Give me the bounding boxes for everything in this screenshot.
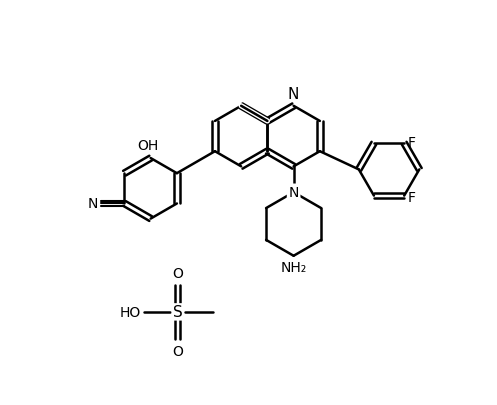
Text: HO: HO [120,305,141,319]
Text: F: F [408,136,415,150]
Text: N: N [87,197,97,211]
Text: S: S [173,305,182,320]
Text: N: N [288,87,299,102]
Text: F: F [408,190,415,204]
Text: OH: OH [138,139,159,152]
Text: O: O [172,266,183,280]
Text: N: N [288,186,299,200]
Text: NH₂: NH₂ [280,260,307,274]
Text: O: O [172,344,183,358]
